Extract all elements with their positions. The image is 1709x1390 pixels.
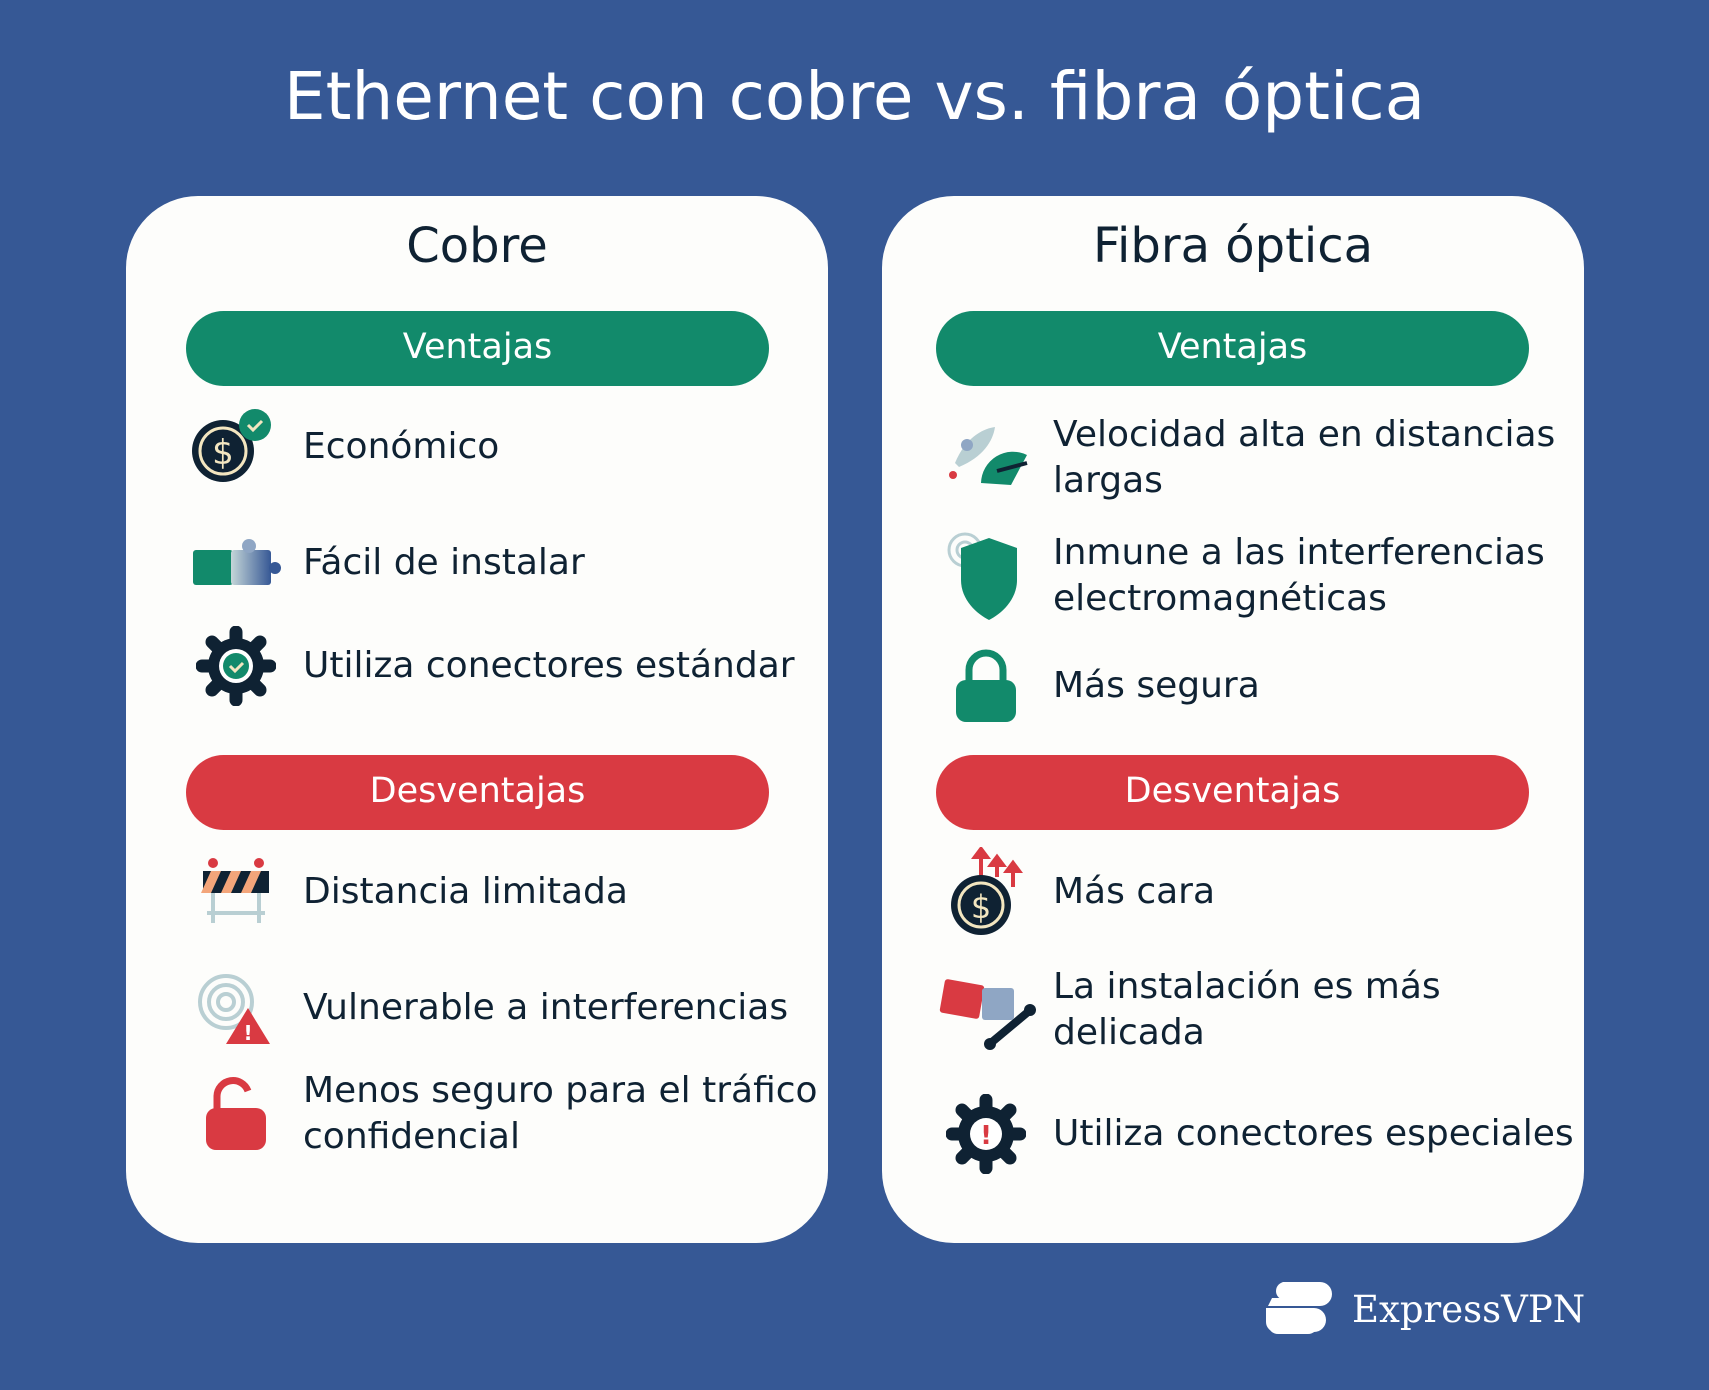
list-item: ! Utiliza conectores especiales [936, 1084, 1574, 1184]
copper-card: Cobre Ventajas $ Económico Fácil de inst… [126, 196, 828, 1243]
item-text: Velocidad alta en distancias largas [1053, 414, 1556, 501]
card-heading: Fibra óptica [1092, 218, 1374, 274]
svg-text:$: $ [971, 888, 991, 926]
list-item: $ Económico [186, 407, 818, 487]
item-text: Vulnerable a interferencias [303, 987, 789, 1028]
svg-text:$: $ [212, 433, 234, 473]
item-text: Utiliza conectores estándar [303, 645, 795, 686]
list-item: Menos seguro para el tráfico confidencia… [186, 1064, 818, 1164]
item-text: Económico [303, 426, 500, 467]
list-item: Inmune a las interferencias electromagné… [936, 526, 1574, 626]
disadvantages-pill: Desventajas [936, 755, 1529, 830]
gear-alert-icon: ! [936, 1094, 1036, 1174]
interference-warning-icon: ! [186, 968, 286, 1048]
item-text: Utiliza conectores especiales [1053, 1113, 1574, 1154]
unlocked-padlock-icon [186, 1074, 286, 1154]
item-text: Más cara [1053, 871, 1216, 912]
list-item: Distancia limitada [186, 852, 818, 932]
item-text: Distancia limitada [303, 871, 628, 912]
puzzle-wrench-icon [936, 970, 1036, 1050]
brand-name: ExpressVPN [1352, 1287, 1586, 1331]
barrier-icon [186, 852, 286, 932]
list-item: La instalación es más delicada [936, 960, 1574, 1060]
item-text: La instalación es más delicada [1053, 966, 1441, 1053]
svg-text:!: ! [243, 1021, 252, 1045]
list-item: Utiliza conectores estándar [186, 616, 818, 716]
padlock-icon [936, 646, 1036, 726]
item-text: Inmune a las interferencias electromagné… [1053, 532, 1545, 619]
advantages-pill: Ventajas [186, 311, 769, 386]
svg-text:!: ! [980, 1121, 992, 1151]
item-text: Menos seguro para el tráfico confidencia… [303, 1070, 818, 1157]
puzzle-icon [186, 523, 286, 603]
fiber-card: Fibra óptica Ventajas Velocidad alta en … [882, 196, 1584, 1243]
disadvantages-pill: Desventajas [186, 755, 769, 830]
dollar-check-icon: $ [186, 407, 286, 487]
card-heading: Cobre [406, 218, 548, 274]
expressvpn-logo-icon [1266, 1282, 1332, 1334]
dollar-up-arrows-icon: $ [936, 847, 1036, 935]
list-item: Más segura [936, 636, 1574, 736]
advantages-pill: Ventajas [936, 311, 1529, 386]
list-item: ! Vulnerable a interferencias [186, 968, 818, 1048]
item-text: Más segura [1053, 665, 1260, 706]
list-item: Velocidad alta en distancias largas [936, 408, 1574, 508]
list-item: Fácil de instalar [186, 523, 818, 603]
item-text: Fácil de instalar [303, 542, 585, 583]
list-item: $ Más cara [936, 842, 1574, 942]
rocket-speedometer-icon [936, 418, 1036, 498]
page-title: Ethernet con cobre vs. fibra óptica [283, 58, 1426, 135]
shield-icon [936, 532, 1036, 620]
expressvpn-logo: ExpressVPN [1262, 1280, 1585, 1338]
gear-check-icon [186, 626, 286, 706]
